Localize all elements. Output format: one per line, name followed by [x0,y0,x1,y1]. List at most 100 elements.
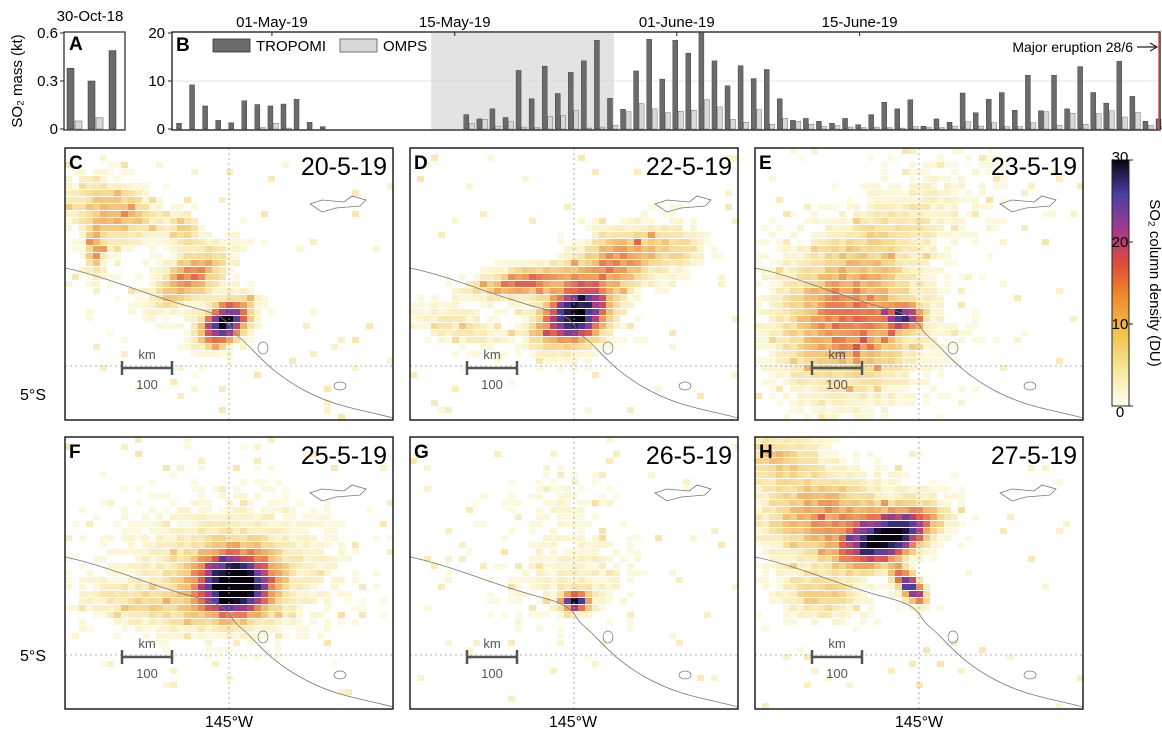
island-outline [947,630,959,644]
bar-b-tropomi [764,69,770,130]
map-panel-label: D [414,153,428,174]
bar-b-tropomi [711,60,718,130]
colorbar-tick-label: 30 [1112,149,1129,166]
bar-b-tropomi [568,72,574,130]
bar-b-omps [534,127,540,130]
so2-plume [755,148,1084,420]
map-date: 20-5-19 [301,153,387,181]
bar-b-omps [1069,112,1076,130]
bar-b-omps [717,106,723,130]
map-date: 23-5-19 [991,153,1077,181]
y-axis-label: SO₂ mass (kt) [9,34,26,127]
bar-b-tropomi [607,98,613,130]
coastline [64,556,394,708]
island-outline [309,195,367,213]
bar-b-omps [691,110,697,130]
lon-label-col3: 145°W [895,714,944,731]
island-outline [654,484,712,502]
bar-b-tropomi [319,126,326,130]
bar-b-tropomi [515,70,522,130]
bar-b-tropomi [972,112,979,130]
bar-b-tropomi [1038,110,1044,130]
bar-b-omps [273,123,279,130]
bar-b-omps [808,123,815,130]
bar-b-omps [508,121,514,130]
bar-b-tropomi [959,92,966,130]
bar-b-tropomi [254,104,261,130]
bar-b-tropomi [750,78,757,130]
scale-bar: km 100 [120,347,174,392]
scale-unit: km [828,347,845,362]
coastline [64,267,394,419]
bar-b-tropomi [986,99,992,130]
bar-b-tropomi [528,98,535,130]
map-frame [64,147,394,421]
bar-b-omps [978,125,984,130]
bar-b-tropomi [541,65,548,130]
coastline [754,556,1084,708]
date-tick-label: 15-May-19 [419,14,491,31]
bar-b-omps [991,122,997,130]
map-panel-c: km 100 C 20-5-19 [64,147,394,421]
scale-bar: km 100 [465,636,519,681]
bar-b-tropomi [241,100,248,130]
panel-b: 0 10 20 01-May-19 15-May-19 01-June-19 15-Jun… [148,14,1162,138]
panel-a: 30-Oct-18 A 0 0.3 0.6 SO₂ mass (kt) [9,8,126,138]
bar-b-omps [873,126,880,130]
colorbar-label: SO₂ column density (DU) [1146,199,1162,367]
bar-b-tropomi [777,98,783,130]
bar-b-omps [1095,113,1102,130]
panel-b-yticks: 0 10 20 [148,25,172,138]
island-outline [678,381,692,391]
map-panel-g: km 100 G 26-5-19 [409,436,739,710]
bar-b-tropomi [1025,75,1031,130]
bar-b-omps [821,126,828,130]
bar-b-omps [651,108,658,130]
scale-unit: km [138,347,155,362]
bar-b-omps [900,127,906,130]
bar-b-omps [286,127,292,130]
bar-b-tropomi [933,118,940,130]
bar-b-tropomi [803,118,809,130]
bar-b-omps [1148,124,1154,130]
bar-b-omps [730,119,736,130]
bar-b-tropomi [1090,92,1096,130]
y-tick-label: 0.3 [37,73,58,90]
lon-label-col2: 145°W [549,714,598,731]
bar-b-tropomi [894,108,900,130]
date-tick-label: 01-June-19 [639,14,715,31]
bar-b-tropomi [685,52,692,130]
bar-b-tropomi [293,99,300,130]
lat-label-row1: 5°S [20,387,46,404]
bar-a-tropomi [66,67,75,130]
bar-b-omps [834,125,841,130]
scale-bar: km 100 [465,347,519,392]
bar-b-omps [887,127,893,130]
island-outline [1023,670,1037,680]
map-panel-label: F [69,442,81,463]
bar-b-tropomi [1064,108,1070,130]
panel-b-bars [176,32,1162,130]
y-tick-label: 0.6 [37,25,58,42]
scale-unit: km [138,636,155,651]
bar-b-omps [495,125,501,130]
scale-bar: km 100 [810,636,864,681]
island-outline [1023,381,1037,391]
bar-b-tropomi [1103,102,1109,130]
bar-b-omps [665,112,671,130]
bar-b-omps [704,99,710,130]
map-panel-e: km 100 E 23-5-19 [754,147,1084,421]
bar-b-omps [599,126,606,130]
bar-b-tropomi [620,109,626,130]
bar-b-tropomi [737,65,744,130]
so2-plume [410,437,739,702]
bar-b-omps [1030,122,1037,130]
y-tick-label: 0 [50,121,58,138]
bar-b-tropomi [881,101,887,130]
bar-b-omps [769,123,775,130]
bar-b-tropomi [463,114,470,130]
bar-b-tropomi [215,120,221,130]
bar-b-tropomi [280,103,287,130]
bar-b-tropomi [659,78,665,130]
